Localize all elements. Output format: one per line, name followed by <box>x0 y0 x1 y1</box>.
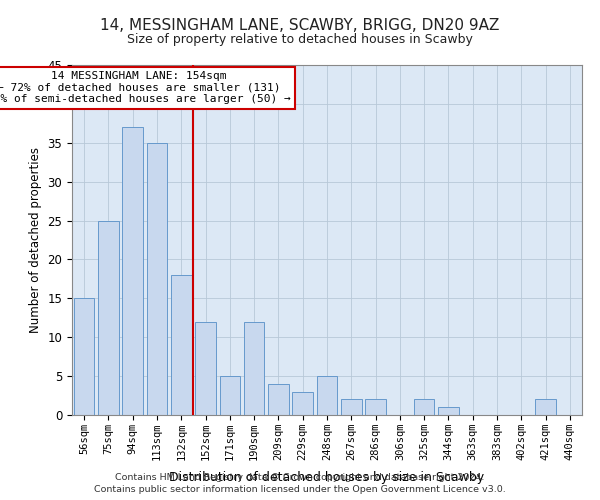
Text: Contains HM Land Registry data © Crown copyright and database right 2024.: Contains HM Land Registry data © Crown c… <box>115 473 485 482</box>
Text: Size of property relative to detached houses in Scawby: Size of property relative to detached ho… <box>127 32 473 46</box>
Text: 14, MESSINGHAM LANE, SCAWBY, BRIGG, DN20 9AZ: 14, MESSINGHAM LANE, SCAWBY, BRIGG, DN20… <box>100 18 500 32</box>
Bar <box>122 127 143 415</box>
Bar <box>195 322 216 415</box>
Y-axis label: Number of detached properties: Number of detached properties <box>29 147 42 333</box>
Bar <box>365 400 386 415</box>
Bar <box>171 275 191 415</box>
X-axis label: Distribution of detached houses by size in Scawby: Distribution of detached houses by size … <box>169 471 485 484</box>
Bar <box>414 400 434 415</box>
Bar <box>98 220 119 415</box>
Bar <box>292 392 313 415</box>
Bar <box>535 400 556 415</box>
Bar <box>220 376 240 415</box>
Text: 14 MESSINGHAM LANE: 154sqm
← 72% of detached houses are smaller (131)
28% of sem: 14 MESSINGHAM LANE: 154sqm ← 72% of deta… <box>0 71 290 104</box>
Bar <box>244 322 265 415</box>
Bar <box>146 143 167 415</box>
Bar <box>74 298 94 415</box>
Bar <box>341 400 362 415</box>
Text: Contains public sector information licensed under the Open Government Licence v3: Contains public sector information licen… <box>94 486 506 494</box>
Bar <box>317 376 337 415</box>
Bar <box>268 384 289 415</box>
Bar <box>438 407 459 415</box>
